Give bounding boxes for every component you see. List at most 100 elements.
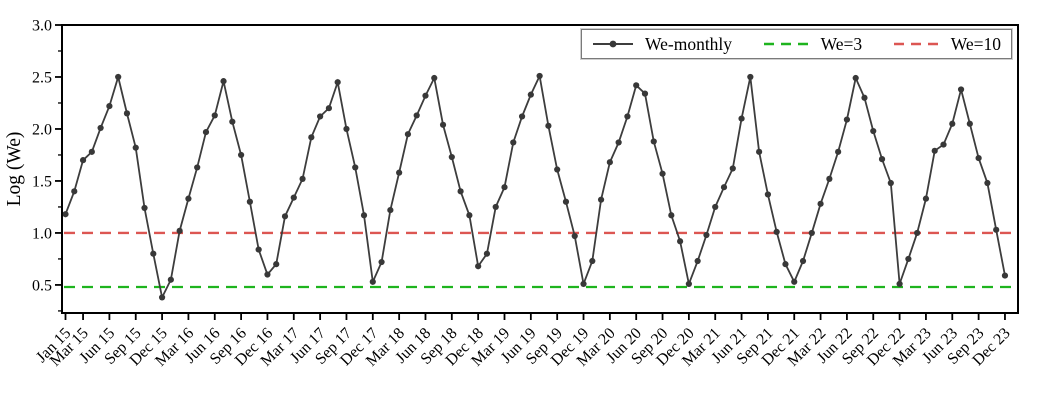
y-tick-label: 1.0 (32, 225, 52, 242)
data-point (878, 156, 886, 163)
data-point (246, 198, 253, 205)
data-point (325, 105, 332, 112)
data-point (378, 258, 385, 266)
data-point (431, 74, 438, 82)
data-point (843, 116, 851, 123)
legend-label-we-monthly: We-monthly (645, 33, 733, 54)
y-tick-label: 1.5 (32, 173, 52, 190)
data-point (808, 229, 815, 237)
data-point (141, 204, 148, 212)
data-point (957, 86, 965, 93)
data-point (369, 278, 376, 285)
data-point (949, 120, 956, 127)
data-point (896, 280, 903, 287)
data-point (835, 148, 842, 155)
data-point (71, 188, 78, 195)
data-point (633, 82, 640, 89)
data-point (615, 139, 622, 146)
data-point (132, 144, 139, 151)
data-point (185, 195, 192, 202)
data-point (694, 257, 701, 265)
y-tick-label: 2.0 (32, 121, 52, 138)
data-point (773, 228, 780, 236)
data-point (439, 121, 447, 128)
data-point (984, 179, 991, 187)
data-point (641, 90, 649, 97)
data-point (79, 157, 87, 164)
data-point (712, 203, 719, 211)
line-marker-sample-icon (593, 40, 633, 48)
legend-item-we3: We=3 (763, 34, 862, 55)
data-point (993, 226, 1000, 233)
data-point (817, 200, 824, 207)
data-point (466, 212, 473, 219)
data-point (597, 196, 605, 203)
data-point (273, 261, 280, 268)
data-point (668, 212, 675, 219)
data-point (404, 131, 412, 138)
data-point (352, 164, 359, 171)
y-axis-title: Log (We) (4, 132, 25, 207)
data-point (1001, 272, 1009, 279)
data-point (738, 115, 745, 122)
data-point (194, 164, 201, 171)
data-point (396, 169, 403, 176)
data-point (554, 166, 561, 173)
data-point (123, 110, 131, 117)
data-point (167, 276, 174, 283)
legend-item-we10: We=10 (893, 34, 1001, 55)
data-point (580, 280, 587, 287)
data-point (343, 125, 350, 133)
data-point (650, 138, 657, 145)
data-point (922, 195, 930, 202)
data-point (536, 72, 543, 80)
data-point (527, 91, 534, 98)
data-point (703, 231, 710, 239)
data-point (106, 102, 113, 110)
data-point (176, 227, 183, 234)
data-point (799, 257, 807, 265)
data-point (747, 73, 754, 81)
red-dash-sample-icon (893, 42, 940, 46)
data-point (887, 179, 894, 187)
data-point (545, 122, 552, 129)
data-point (562, 198, 570, 205)
data-point (317, 113, 324, 120)
data-point (202, 128, 210, 136)
data-point (255, 246, 262, 253)
data-point (861, 94, 868, 101)
data-point (115, 73, 122, 81)
data-point (422, 92, 429, 99)
data-point (264, 271, 271, 278)
data-point (88, 148, 95, 155)
data-point (220, 78, 227, 85)
data-point (413, 112, 420, 119)
data-point (914, 229, 921, 237)
data-point (870, 127, 877, 135)
data-point (852, 74, 859, 82)
data-point (158, 294, 166, 301)
legend-item-we-monthly: We-monthly (591, 34, 732, 55)
we-monthly-line (64, 72, 1006, 301)
data-point (606, 159, 613, 166)
data-point (659, 170, 666, 177)
data-point (281, 213, 289, 220)
data-point (756, 148, 763, 155)
legend-label-we10: We=10 (950, 33, 1001, 54)
data-point (729, 165, 736, 172)
data-point (62, 211, 69, 218)
data-point (290, 194, 297, 201)
legend: We-monthly We=3 We=10 (580, 28, 1013, 60)
data-point (238, 151, 245, 159)
data-point (334, 79, 341, 86)
data-point (510, 139, 517, 146)
data-point (720, 184, 728, 191)
data-point (475, 263, 482, 270)
y-tick-label: 2.5 (32, 69, 52, 86)
data-point (624, 113, 631, 120)
data-point (685, 280, 692, 287)
data-point (677, 238, 684, 245)
